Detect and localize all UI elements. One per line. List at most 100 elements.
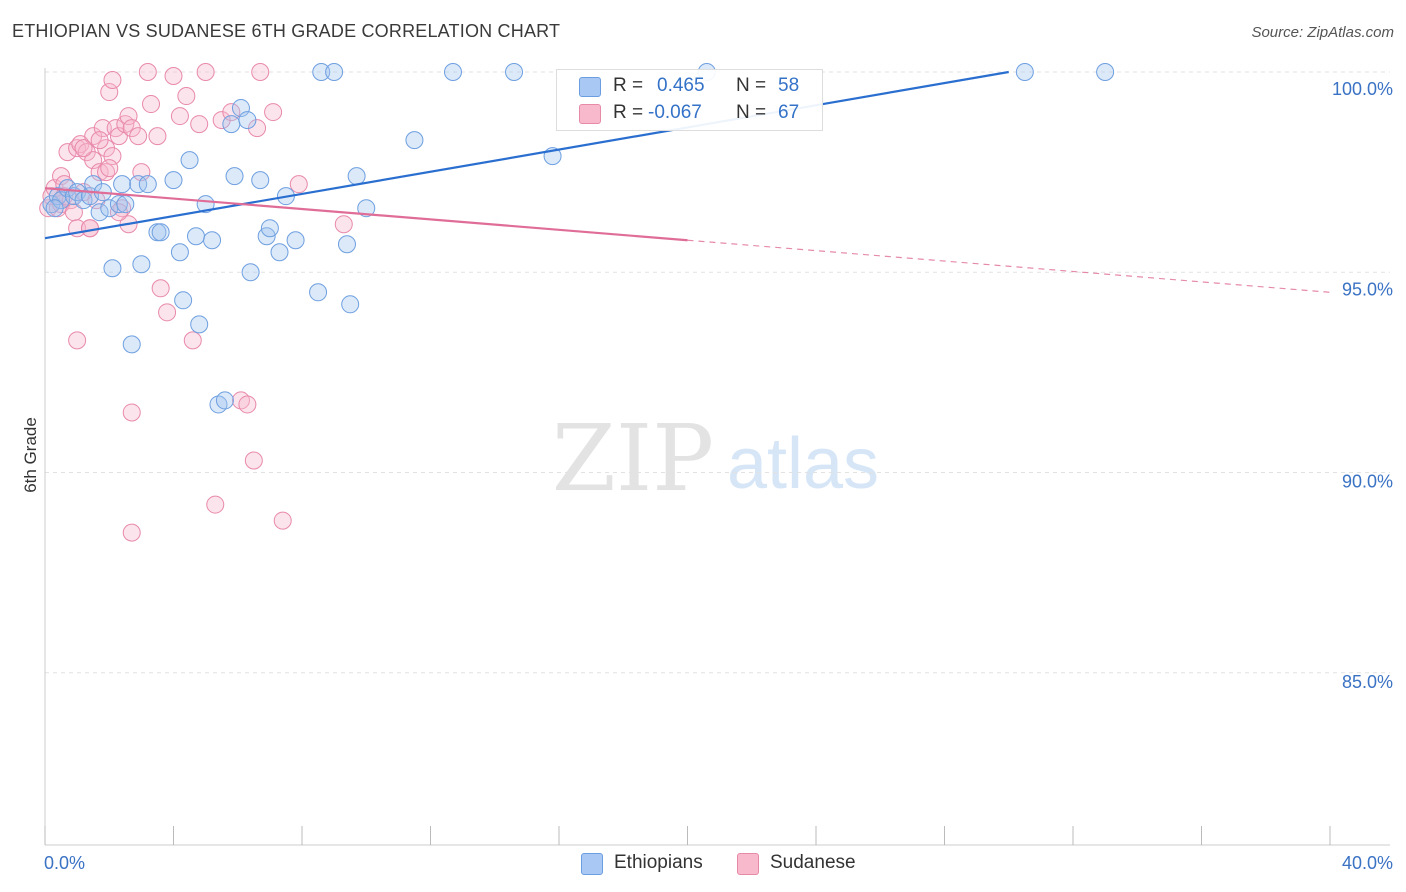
sudanese-point bbox=[170, 107, 189, 126]
ethiopians-point bbox=[190, 315, 209, 334]
ethiopians-point bbox=[151, 223, 170, 242]
y-axis-label: 6th Grade bbox=[21, 417, 40, 493]
sudanese-point bbox=[90, 131, 109, 150]
sudanese-legend-swatch bbox=[737, 853, 759, 875]
x-tick-label: 0.0% bbox=[44, 853, 85, 873]
ethiopians-point bbox=[113, 175, 132, 194]
sudanese-point bbox=[129, 127, 148, 146]
ethiopians-point bbox=[505, 63, 524, 82]
correlation-legend: R = 0.465 N = 58 R = -0.067 N = 67 bbox=[556, 69, 823, 131]
r-value: 0.465 bbox=[657, 75, 705, 96]
sudanese-point bbox=[122, 403, 141, 422]
sudanese-point bbox=[148, 127, 167, 146]
ethiopians-point bbox=[357, 199, 376, 218]
watermark-zip: ZIP bbox=[552, 405, 714, 512]
sudanese-trend-line bbox=[44, 187, 688, 242]
y-tick-label: 90.0% bbox=[1342, 472, 1393, 492]
sudanese-point bbox=[74, 139, 93, 158]
ethiopians-point bbox=[286, 231, 305, 250]
sudanese-point bbox=[183, 331, 202, 350]
ethiopians-point bbox=[90, 203, 109, 222]
ethiopians-point bbox=[312, 63, 331, 82]
ethiopians-point bbox=[180, 151, 199, 170]
sudanese-point bbox=[190, 115, 209, 134]
chart-source: Source: ZipAtlas.com bbox=[1251, 24, 1394, 41]
ethiopians-point bbox=[170, 243, 189, 262]
sudanese-point bbox=[177, 87, 196, 106]
sudanese-point bbox=[93, 119, 112, 138]
ethiopians-swatch bbox=[579, 77, 601, 97]
sudanese-point bbox=[164, 67, 183, 86]
sudanese-point bbox=[206, 495, 225, 514]
sudanese-point bbox=[244, 451, 263, 470]
r-label: R = bbox=[613, 102, 644, 123]
sudanese-point bbox=[119, 107, 138, 126]
sudanese-point bbox=[151, 279, 170, 298]
sudanese-point bbox=[251, 63, 270, 82]
ethiopians-point bbox=[270, 243, 289, 262]
sudanese-point bbox=[273, 511, 292, 530]
ethiopians-point bbox=[138, 175, 157, 194]
ethiopians-point bbox=[341, 295, 360, 314]
ethiopians-point bbox=[1096, 63, 1115, 82]
ethiopians-point bbox=[405, 131, 424, 150]
r-label: R = bbox=[613, 75, 644, 96]
sudanese-swatch bbox=[579, 104, 601, 124]
n-label: N = bbox=[736, 75, 767, 96]
ethiopians-point bbox=[443, 63, 462, 82]
ethiopians-point bbox=[238, 111, 257, 130]
sudanese-point bbox=[158, 303, 177, 322]
ethiopians-point bbox=[1015, 63, 1034, 82]
y-tick-label: 100.0% bbox=[1332, 79, 1393, 99]
n-value: 58 bbox=[778, 75, 800, 96]
sudanese-point bbox=[100, 83, 119, 102]
chart-title: ETHIOPIAN VS SUDANESE 6TH GRADE CORRELAT… bbox=[12, 21, 561, 41]
ethiopians-trend-line bbox=[44, 70, 1009, 240]
y-tick-label: 85.0% bbox=[1342, 672, 1393, 692]
sudanese-point bbox=[142, 95, 161, 114]
sudanese-point bbox=[122, 523, 141, 542]
ethiopians-point bbox=[129, 175, 148, 194]
ethiopians-point bbox=[109, 195, 128, 214]
sudanese-point bbox=[100, 159, 119, 178]
sudanese-point bbox=[103, 71, 122, 90]
ethiopians-point bbox=[103, 259, 122, 278]
ethiopians-point bbox=[132, 255, 151, 274]
sudanese-point bbox=[80, 219, 99, 238]
y-tick-label: 95.0% bbox=[1342, 279, 1393, 299]
sudanese-point bbox=[238, 395, 257, 414]
ethiopians-point bbox=[203, 231, 222, 250]
ethiopians-point bbox=[251, 171, 270, 190]
sudanese-legend-label: Sudanese bbox=[770, 852, 856, 873]
ethiopians-point bbox=[186, 227, 205, 246]
ethiopians-point bbox=[337, 235, 356, 254]
r-value: -0.067 bbox=[648, 102, 702, 123]
ethiopians-point bbox=[122, 335, 141, 354]
n-value: 67 bbox=[778, 102, 800, 123]
sudanese-trend-line-extension bbox=[687, 239, 1331, 293]
ethiopians-point bbox=[116, 195, 135, 214]
ethiopians-legend-swatch bbox=[581, 853, 603, 875]
sudanese-point bbox=[264, 103, 283, 122]
sudanese-point bbox=[289, 175, 308, 194]
sudanese-point bbox=[103, 147, 122, 166]
ethiopians-point bbox=[174, 291, 193, 310]
watermark-atlas: atlas bbox=[727, 424, 879, 504]
ethiopians-point bbox=[325, 63, 344, 82]
ethiopians-point bbox=[309, 283, 328, 302]
ethiopians-point bbox=[222, 115, 241, 134]
ethiopians-point bbox=[164, 171, 183, 190]
x-tick-label: 40.0% bbox=[1342, 853, 1393, 873]
ethiopians-point bbox=[347, 167, 366, 186]
n-label: N = bbox=[736, 102, 767, 123]
sudanese-point bbox=[68, 331, 87, 350]
sudanese-point bbox=[138, 63, 157, 82]
ethiopians-point bbox=[215, 391, 234, 410]
sudanese-point bbox=[196, 63, 215, 82]
ethiopians-point bbox=[45, 199, 64, 218]
ethiopians-point bbox=[241, 263, 260, 282]
ethiopians-point bbox=[260, 219, 279, 238]
sudanese-point bbox=[334, 215, 353, 234]
ethiopians-legend-label: Ethiopians bbox=[614, 852, 703, 873]
